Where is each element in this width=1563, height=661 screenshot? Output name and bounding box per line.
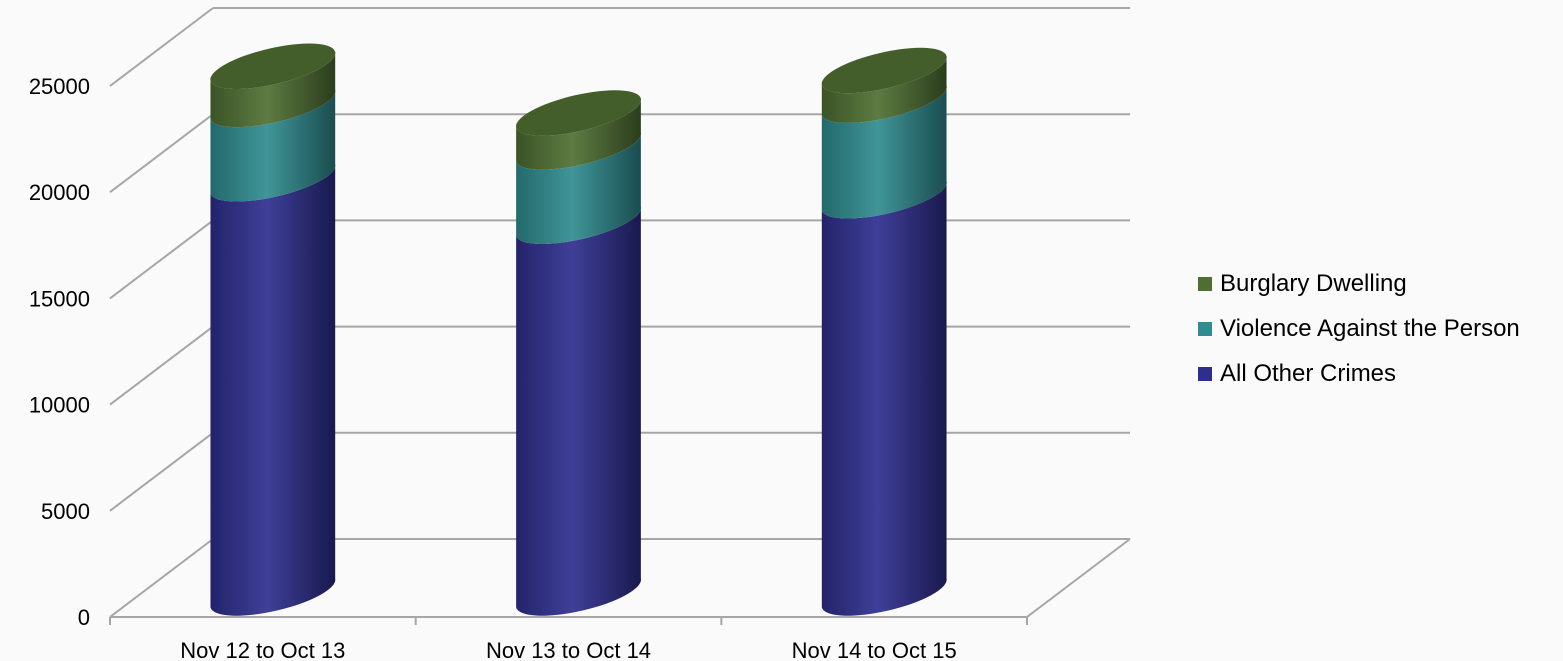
y-tick-label: 5000: [41, 499, 90, 524]
bar-segment: [516, 206, 641, 616]
bar-top-cap: [821, 47, 947, 94]
y-tick-label: 10000: [29, 393, 90, 418]
bar-segment: [821, 85, 947, 219]
floor-right-edge: [1026, 538, 1131, 618]
legend-label-all-other-crimes: All Other Crimes: [1220, 359, 1397, 387]
bar-top-cap: [210, 43, 336, 89]
y-tick-label: 15000: [29, 286, 90, 311]
y-tick-label: 20000: [29, 180, 90, 205]
gridline-side: [109, 538, 214, 618]
legend-label-burglary-dwelling: Burglary Dwelling: [1220, 269, 1407, 297]
gridline-side: [109, 325, 214, 406]
legend-swatch-all-other-crimes: [1198, 366, 1212, 381]
legend-label-violence: Violence Against the Person: [1220, 314, 1520, 342]
gridline-side: [109, 432, 214, 512]
bar-segment: [516, 132, 641, 244]
bar-top-cap: [516, 90, 641, 136]
bar-segment: [821, 56, 947, 123]
bar-segment: [210, 90, 336, 202]
legend-swatch-burglary-dwelling: [1198, 276, 1212, 291]
gridline-side: [109, 7, 214, 87]
gridline-side: [109, 113, 214, 193]
legend-item-violence: Violence Against the Person: [1198, 313, 1520, 344]
y-tick-label: 25000: [29, 74, 90, 99]
bar-segment: [210, 164, 336, 616]
x-tick-label: Nov 13 to Oct 14: [486, 638, 651, 661]
bar-segment: [516, 98, 641, 170]
y-tick-label: 0: [78, 605, 90, 630]
bar-segment: [210, 51, 336, 128]
legend-item-all-other-crimes: All Other Crimes: [1198, 358, 1520, 389]
legend-item-burglary-dwelling: Burglary Dwelling: [1198, 268, 1520, 299]
x-tick-label: Nov 12 to Oct 13: [180, 638, 345, 661]
gridline-side: [109, 219, 214, 300]
x-tick-label: Nov 14 to Oct 15: [792, 638, 957, 661]
legend-swatch-violence: [1198, 321, 1212, 336]
bar-segment: [821, 181, 947, 616]
legend: Burglary Dwelling Violence Against the P…: [1198, 268, 1520, 389]
